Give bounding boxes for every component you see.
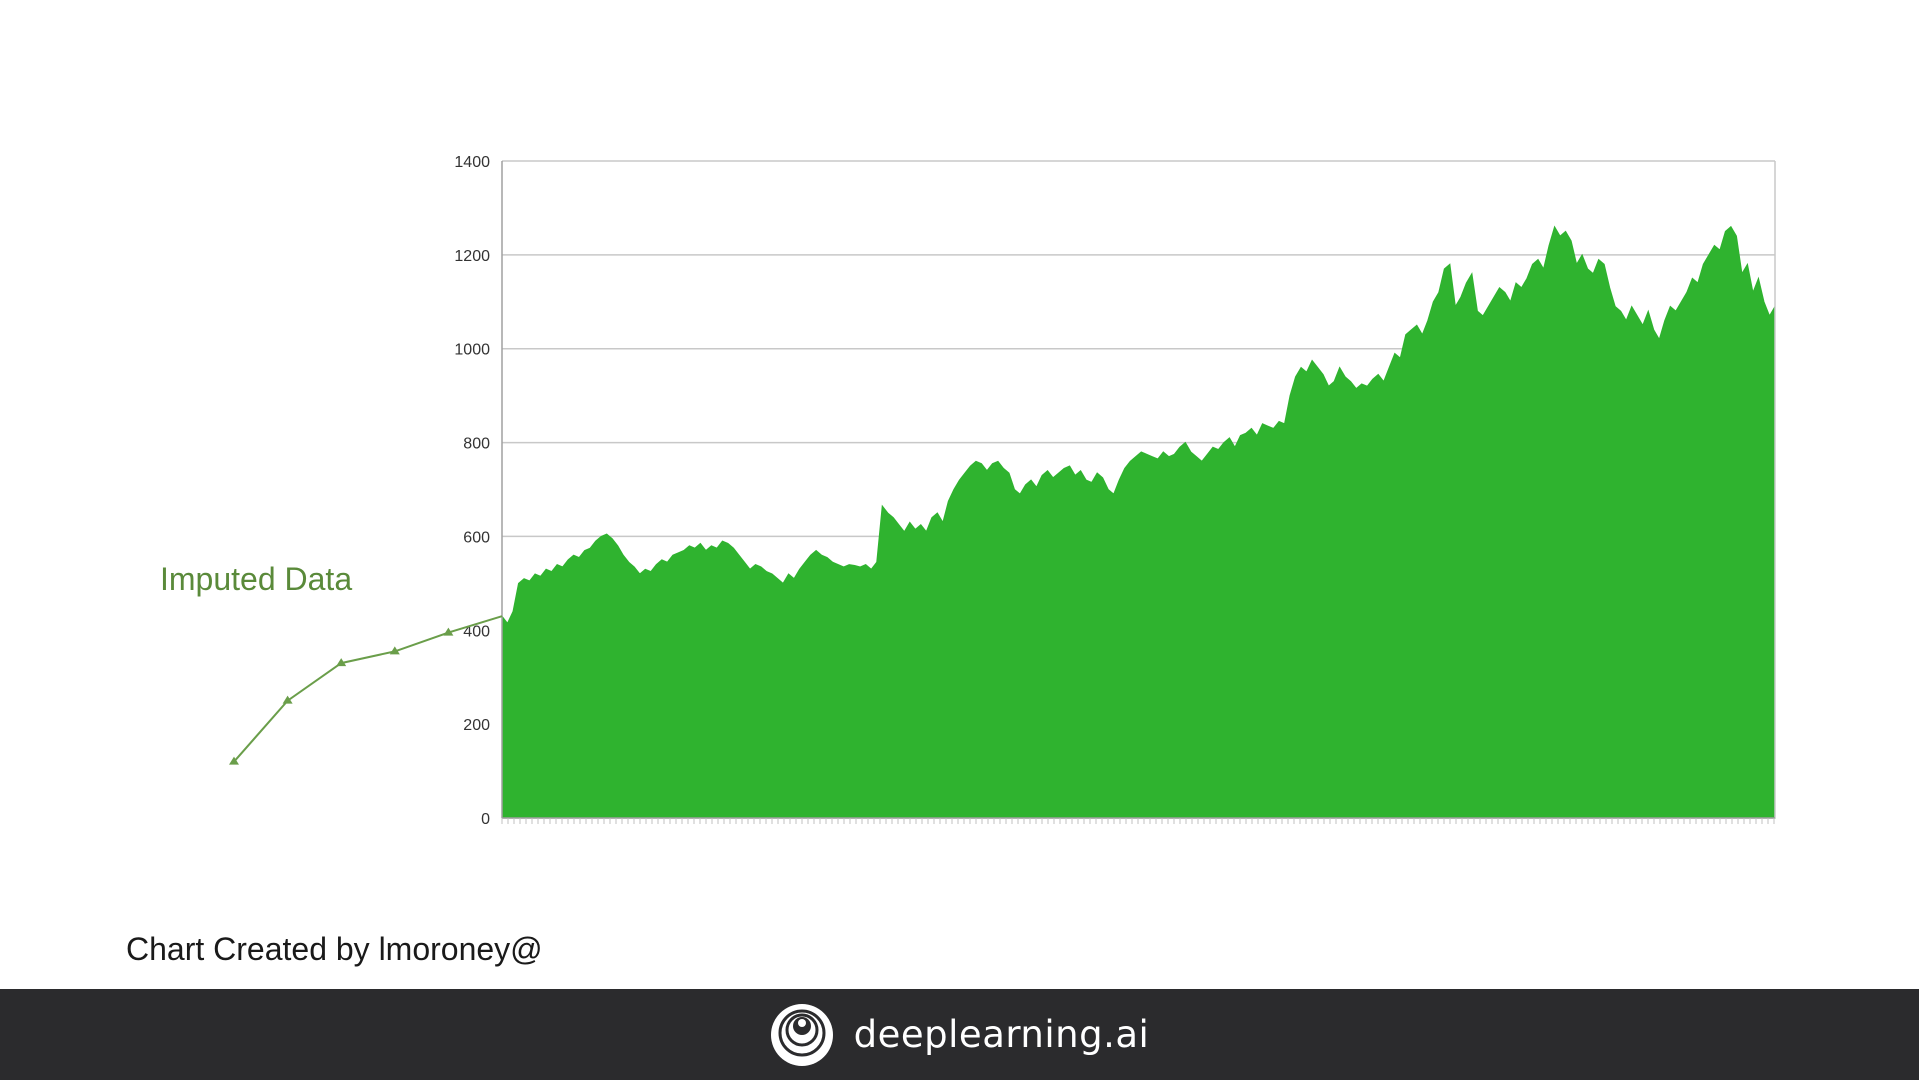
imputed-point-marker [336, 658, 347, 667]
imputed-point-marker [443, 627, 454, 636]
y-tick-label: 600 [463, 529, 490, 546]
y-tick-label: 1200 [454, 248, 490, 265]
area-series [501, 225, 1776, 819]
y-tick-label: 1400 [454, 154, 490, 171]
imputed-point-marker [389, 646, 400, 655]
axes [501, 161, 1776, 824]
y-tick-label: 400 [463, 623, 490, 640]
y-tick-label: 0 [481, 811, 490, 828]
chart-credit: Chart Created by lmoroney@ [126, 931, 543, 967]
y-tick-label: 800 [463, 436, 490, 453]
imputed-point-marker [229, 756, 239, 765]
imputed-data-line [229, 615, 503, 765]
y-tick-label: 200 [463, 717, 490, 734]
deeplearning-logo-icon [770, 1003, 833, 1066]
footer-bar: deeplearning.ai [0, 989, 1919, 1080]
y-tick-label: 1000 [454, 342, 490, 359]
slide: 0 200 400 600 800 1000 1200 1400 Imputed Data C… [126, 154, 1776, 967]
area-series-fill [501, 225, 1776, 819]
imputed-line [233, 615, 503, 763]
imputed-point-marker [282, 695, 293, 704]
imputed-data-label: Imputed Data [160, 561, 353, 597]
area-chart: 0 200 400 600 800 1000 1200 1400 [229, 154, 1776, 828]
y-tick-labels: 0 200 400 600 800 1000 1200 1400 [454, 154, 490, 828]
brand-name: deeplearning.ai [853, 1013, 1150, 1056]
brand: deeplearning.ai [770, 1003, 1150, 1067]
